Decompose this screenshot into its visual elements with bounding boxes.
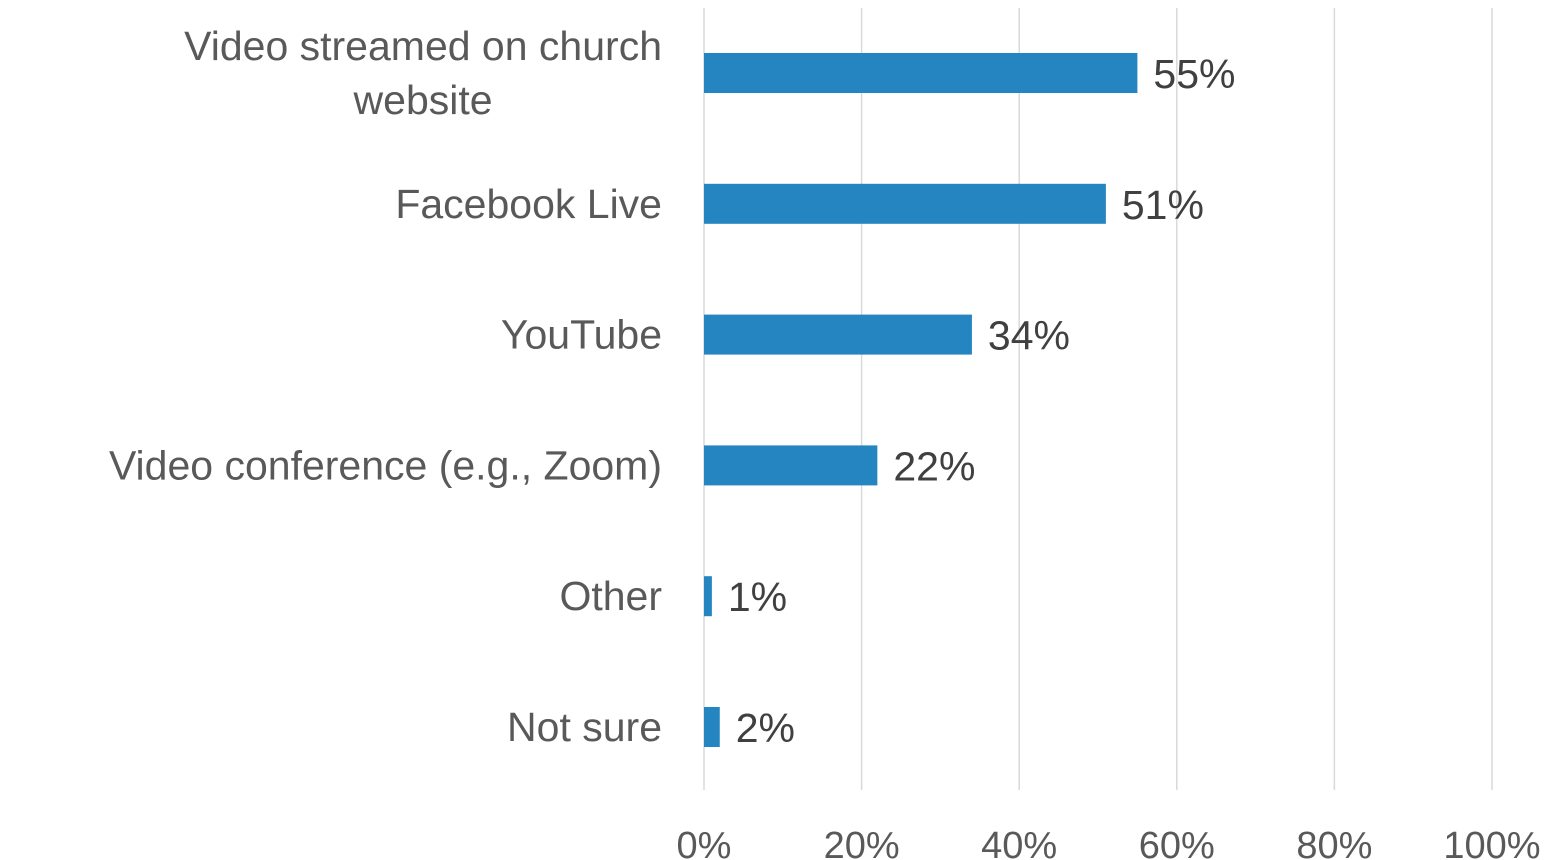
category-label-line: Facebook Live	[395, 181, 662, 227]
value-label-2: 51%	[1122, 182, 1204, 228]
bar-6	[704, 707, 720, 747]
bar-5	[704, 576, 712, 617]
value-label-6: 2%	[736, 705, 795, 751]
x-tick-label-100: 100%	[1443, 825, 1540, 860]
bar-4	[704, 445, 878, 486]
value-label-1: 55%	[1153, 51, 1235, 97]
gridlines	[703, 8, 1493, 790]
value-label-4: 22%	[893, 443, 975, 489]
x-tick-label-0: 0%	[677, 825, 732, 860]
x-tick-label-60: 60%	[1139, 825, 1215, 860]
category-label-1: Video streamed on church website	[184, 23, 662, 123]
value-label-5: 1%	[728, 574, 787, 620]
bar-2	[704, 183, 1106, 224]
category-label-5: Other	[559, 573, 662, 619]
x-tick-label-20: 20%	[824, 825, 900, 860]
bars	[704, 53, 1138, 747]
value-label-3: 34%	[988, 313, 1070, 359]
x-tick-label-40: 40%	[981, 825, 1057, 860]
value-labels: 55% 51% 34% 22% 1% 2%	[728, 51, 1236, 751]
category-label-line: Video streamed on church	[184, 23, 662, 69]
category-label-6: Not sure	[507, 704, 662, 750]
category-label-line: YouTube	[501, 312, 662, 358]
category-label-line: Not sure	[507, 704, 662, 750]
x-axis-tick-labels: 0% 20% 40% 60% 80% 100%	[677, 825, 1541, 860]
category-label-4: Video conference (e.g., Zoom)	[109, 442, 662, 488]
bar-1	[704, 53, 1138, 93]
category-labels: Video streamed on church website Facebook …	[109, 23, 662, 750]
category-label-line: website	[353, 77, 493, 123]
category-label-line: Other	[559, 573, 662, 619]
bar-3	[704, 314, 972, 355]
x-tick-label-80: 80%	[1296, 825, 1372, 860]
category-label-2: Facebook Live	[395, 181, 662, 227]
category-label-line: Video conference (e.g., Zoom)	[109, 442, 662, 488]
category-label-3: YouTube	[501, 312, 662, 358]
